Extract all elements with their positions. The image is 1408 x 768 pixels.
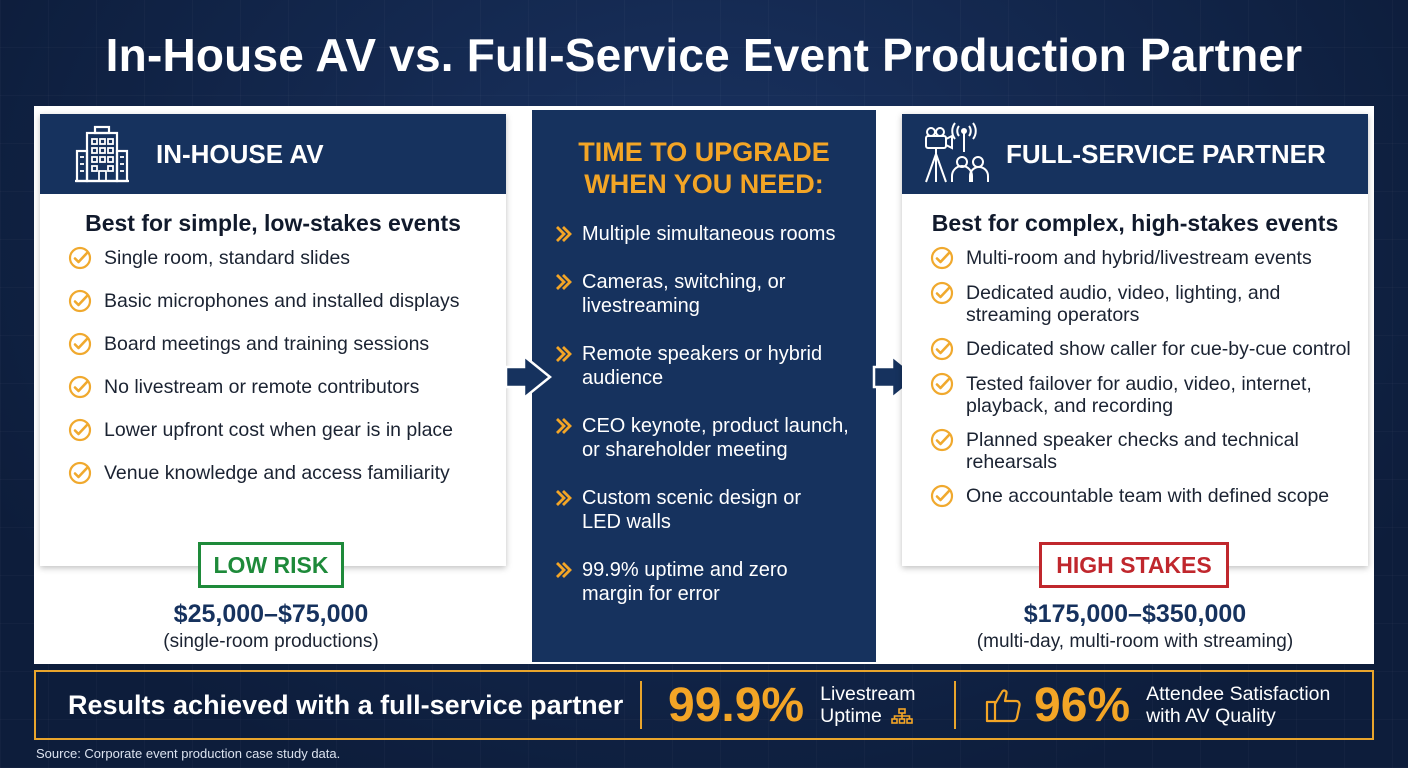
list-item: Multi-room and hybrid/livestream events <box>930 246 1354 270</box>
in-house-price-note: (single-room productions) <box>163 631 379 652</box>
full-service-header: FULL-SERVICE PARTNER <box>902 114 1368 194</box>
office-building-icon <box>70 122 134 186</box>
chevron-right-icon <box>556 418 572 434</box>
uptime-stat: 99.9% Livestream Uptime <box>668 678 954 733</box>
in-house-list: Single room, standard slides Basic micro… <box>40 246 506 485</box>
page-title: In-House AV vs. Full-Service Event Produ… <box>105 29 1303 81</box>
satisfaction-value: 96% <box>1034 678 1131 732</box>
list-item: Lower upfront cost when gear is in place <box>68 418 492 442</box>
list-item: Venue knowledge and access familiarity <box>68 461 492 485</box>
list-item: One accountable team with defined scope <box>930 484 1354 508</box>
list-item: CEO keynote, product launch, or sharehold… <box>554 414 864 462</box>
full-service-subtitle: Best for complex, high-stakes events <box>931 210 1339 236</box>
check-circle-icon <box>930 337 954 361</box>
upgrade-panel: TIME TO UPGRADE WHEN YOU NEED: Multiple … <box>532 110 876 662</box>
uptime-value: 99.9% <box>668 678 805 732</box>
thumbs-up-icon <box>985 689 1021 723</box>
check-circle-icon <box>68 332 92 356</box>
list-item: Dedicated show caller for cue-by-cue con… <box>930 337 1354 361</box>
full-service-price: $175,000–$350,000 <box>1023 600 1247 628</box>
uptime-label: Livestream Uptime <box>820 683 916 727</box>
list-item: Dedicated audio, video, lighting, and str… <box>930 281 1354 326</box>
network-icon <box>891 708 914 724</box>
chevron-right-icon <box>556 490 572 506</box>
check-circle-icon <box>930 484 954 508</box>
list-item: Remote speakers or hybrid audience <box>554 342 864 390</box>
full-service-price-note: (multi-day, multi-room with streaming) <box>976 631 1294 652</box>
chevron-right-icon <box>556 562 572 578</box>
full-service-header-label: FULL-SERVICE PARTNER <box>1006 138 1326 169</box>
in-house-subtitle: Best for simple, low-stakes events <box>85 210 461 236</box>
in-house-price: $25,000–$75,000 <box>173 600 369 628</box>
check-circle-icon <box>68 375 92 399</box>
list-item: Custom scenic design or LED walls <box>554 486 864 534</box>
check-circle-icon <box>930 428 954 452</box>
upgrade-heading: TIME TO UPGRADE WHEN YOU NEED: <box>578 137 830 199</box>
list-item: Multiple simultaneous rooms <box>554 222 864 246</box>
arrow-right-icon <box>504 353 552 401</box>
list-item: Tested failover for audio, video, intern… <box>930 372 1354 417</box>
check-circle-icon <box>930 246 954 270</box>
chevron-right-icon <box>556 226 572 242</box>
check-circle-icon <box>930 372 954 396</box>
satisfaction-stat: 96% Attendee Satisfaction with AV Qualit… <box>984 678 1330 733</box>
source-note: Source: Corporate event production case … <box>36 746 341 761</box>
check-circle-icon <box>68 461 92 485</box>
check-circle-icon <box>68 246 92 270</box>
check-circle-icon <box>930 281 954 305</box>
high-stakes-badge: HIGH STAKES <box>1039 542 1229 588</box>
divider <box>954 681 956 729</box>
results-bar: Results achieved with a full-service par… <box>34 670 1374 740</box>
check-circle-icon <box>68 418 92 442</box>
chevron-right-icon <box>556 346 572 362</box>
in-house-header-label: IN-HOUSE AV <box>156 138 324 169</box>
upgrade-list: Multiple simultaneous rooms Cameras, swi… <box>532 222 876 606</box>
results-label: Results achieved with a full-service par… <box>68 689 624 720</box>
in-house-card: IN-HOUSE AV Best for simple, low-stakes … <box>40 114 506 566</box>
film-crew-icon <box>920 122 990 186</box>
low-risk-badge: LOW RISK <box>198 542 344 588</box>
full-service-card: FULL-SERVICE PARTNER Best for complex, h… <box>902 114 1368 566</box>
list-item: Board meetings and training sessions <box>68 332 492 356</box>
divider <box>640 681 642 729</box>
list-item: Basic microphones and installed displays <box>68 289 492 313</box>
full-service-list: Multi-room and hybrid/livestream events … <box>902 246 1368 508</box>
check-circle-icon <box>68 289 92 313</box>
in-house-header: IN-HOUSE AV <box>40 114 506 194</box>
satisfaction-label: Attendee Satisfaction with AV Quality <box>1146 683 1331 727</box>
list-item: Planned speaker checks and technical rehe… <box>930 428 1354 473</box>
chevron-right-icon <box>556 274 572 290</box>
list-item: 99.9% uptime and zero margin for error <box>554 558 864 606</box>
list-item: Single room, standard slides <box>68 246 492 270</box>
list-item: Cameras, switching, or livestreaming <box>554 270 864 318</box>
list-item: No livestream or remote contributors <box>68 375 492 399</box>
